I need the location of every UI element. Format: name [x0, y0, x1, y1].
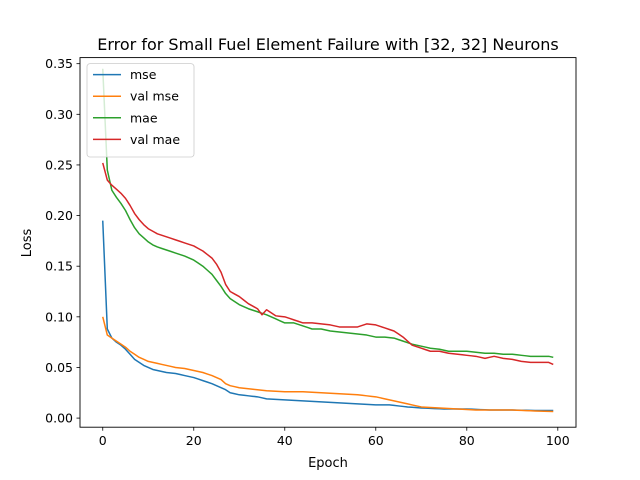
legend-label: val mae — [130, 132, 180, 147]
y-tick-label: 0.20 — [45, 208, 73, 223]
x-tick-label: 40 — [277, 433, 293, 448]
y-tick-label: 0.10 — [45, 309, 73, 324]
x-tick-label: 80 — [459, 433, 475, 448]
y-tick-label: 0.25 — [45, 157, 73, 172]
legend-label: val mse — [130, 89, 179, 104]
y-axis-label: Loss — [20, 229, 35, 258]
series-line-val-mae — [102, 162, 554, 366]
legend-box — [86, 63, 195, 158]
y-tick-label: 0.15 — [45, 259, 73, 274]
y-axis: 0.00 0.05 0.10 0.15 0.20 0.25 0.30 0.35 — [45, 56, 80, 426]
plot-frame — [79, 57, 577, 428]
x-axis-label: Epoch — [308, 456, 348, 471]
x-tick-label: 20 — [186, 433, 202, 448]
x-tick-label: 100 — [546, 433, 570, 448]
y-tick-label: 0.35 — [45, 56, 73, 71]
y-tick-label: 0.30 — [45, 107, 73, 122]
legend: mse val mse mae val mae — [86, 63, 195, 158]
series-line-val-mse — [102, 316, 554, 413]
series-line-mae — [102, 68, 554, 359]
chart-title: Error for Small Fuel Element Failure wit… — [97, 35, 559, 54]
x-axis: 0 20 40 60 80 100 — [99, 427, 570, 448]
legend-label: mse — [130, 67, 157, 82]
x-tick-label: 60 — [368, 433, 384, 448]
x-tick-label: 0 — [99, 433, 107, 448]
y-tick-label: 0.00 — [45, 411, 73, 426]
series-layer — [102, 68, 554, 413]
y-tick-label: 0.05 — [45, 360, 73, 375]
legend-label: mae — [130, 110, 158, 125]
